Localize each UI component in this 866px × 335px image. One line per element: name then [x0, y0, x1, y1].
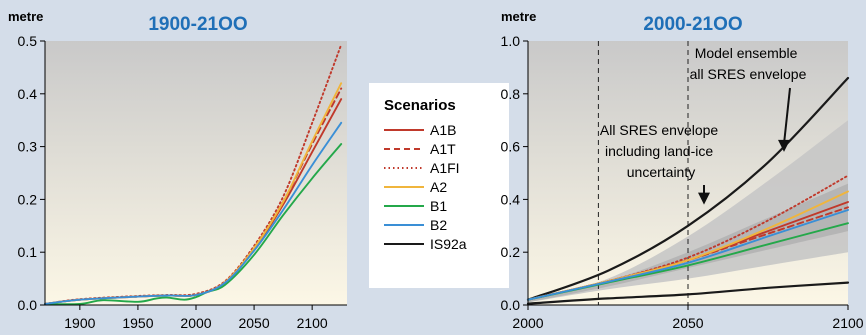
annotation-land-ice-line3: uncertainty [627, 164, 695, 180]
annotation-model-ensemble-line2: all SRES envelope [690, 66, 807, 82]
legend-box [369, 83, 509, 288]
right-annotation-arrow-head-0 [778, 139, 790, 152]
legend-label-a1fi: A1FI [430, 160, 460, 176]
right-y-tick-label-0.0: 0.0 [501, 297, 521, 313]
left-x-tick-label-2000: 2000 [180, 315, 211, 331]
right-envelope-outer [528, 120, 848, 303]
left-series-b1 [44, 143, 343, 306]
left-y-tick-label-0.4: 0.4 [18, 86, 38, 102]
right-envelope-inner [528, 183, 848, 303]
right-series-b2 [527, 209, 849, 301]
left-y-tick-label-0.3: 0.3 [18, 139, 38, 155]
legend-label-b1: B1 [430, 198, 447, 214]
right-x-tick-label-2050: 2050 [672, 315, 703, 331]
legend-label-a1t: A1T [430, 141, 456, 157]
legend-label-a2: A2 [430, 179, 447, 195]
annotation-land-ice-line1: All SRES envelope [600, 122, 719, 138]
left-x-tick-label-2100: 2100 [297, 315, 328, 331]
annotation-land-ice-line2: including land-ice [605, 143, 713, 159]
annotation-land-ice: All SRES envelope including land-ice unc… [600, 122, 722, 180]
right-y-tick-label-0.4: 0.4 [501, 191, 521, 207]
right-unit-label: metre [501, 9, 536, 24]
left-x-tick-label-2050: 2050 [238, 315, 269, 331]
annotation-model-ensemble: Model ensemble all SRES envelope [690, 45, 807, 82]
annotation-model-ensemble-line1: Model ensemble [695, 45, 798, 61]
left-x-tick-label-1950: 1950 [122, 315, 153, 331]
right-x-tick-label-2000: 2000 [512, 315, 543, 331]
right-chart-title: 2000-21OO [643, 14, 742, 35]
right-annotation-arrow-head-1 [698, 192, 710, 205]
legend-title: Scenarios [384, 97, 456, 114]
legend-label-b2: B2 [430, 217, 447, 233]
left-y-tick-label-0.0: 0.0 [18, 297, 38, 313]
left-series-b2 [44, 121, 343, 305]
right-y-tick-label-0.8: 0.8 [501, 86, 521, 102]
right-annotation-arrow-shaft-0 [783, 87, 791, 144]
left-y-tick-label-0.2: 0.2 [18, 191, 38, 207]
left-unit-label: metre [8, 9, 43, 24]
right-y-tick-label-1.0: 1.0 [501, 33, 521, 49]
right-y-tick-label-0.6: 0.6 [501, 139, 521, 155]
left-x-tick-label-1900: 1900 [64, 315, 95, 331]
legend-label-is92a: IS92a [430, 236, 467, 252]
chart-marks: 0.0 0.1 0.2 0.3 0.4 0.5 1900 1950 2000 2050 2100 0.… [18, 33, 864, 331]
legend-label-a1b: A1B [430, 122, 456, 138]
right-series-is92a-upper [526, 76, 850, 301]
left-y-tick-label-0.5: 0.5 [18, 33, 38, 49]
right-series-is92a-lower [526, 281, 850, 305]
right-y-tick-label-0.2: 0.2 [501, 244, 521, 260]
left-y-tick-label-0.1: 0.1 [18, 244, 38, 260]
right-x-tick-label-2100: 2100 [832, 315, 863, 331]
left-chart-title: 1900-21OO [148, 14, 247, 35]
